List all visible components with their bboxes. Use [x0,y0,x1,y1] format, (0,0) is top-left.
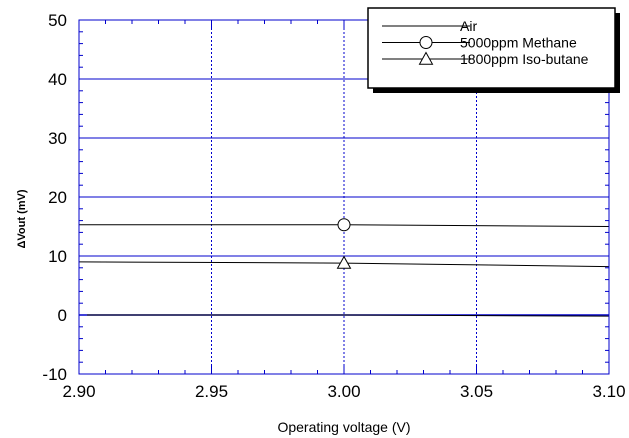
y-tick-label: 50 [48,11,67,30]
legend-label: 1800ppm Iso-butane [460,51,589,67]
triangle-marker [418,51,434,65]
y-tick-label: 10 [48,247,67,266]
series-layer [78,218,610,317]
series-2 [78,255,610,269]
x-tick-label: 3.00 [327,382,360,401]
y-tick-label: 0 [58,306,67,325]
x-tick-label: 2.90 [62,382,95,401]
legend-box [367,7,616,89]
series-0 [79,314,610,317]
y-tick-label: 40 [48,70,67,89]
x-tick-label: 3.10 [592,382,625,401]
x-tick-label: 2.95 [195,382,228,401]
series-line [79,314,610,317]
circle-marker [337,218,351,232]
circle-marker [419,36,433,49]
triangle-marker [336,255,352,269]
legend-label: 5000ppm Methane [460,35,577,51]
y-tick-label: -10 [42,365,67,384]
y-tick-label: 30 [48,129,67,148]
y-tick-label: 20 [48,188,67,207]
series-1 [79,218,610,232]
x-tick-label: 3.05 [460,382,493,401]
legend-label: Air [460,18,477,34]
axes: 2.90 2.95 3.00 3.05 3.10 -10 0 10 20 30 40 50 [42,11,625,401]
x-axis-title: Operating voltage (V) [277,419,410,435]
y-axis-title: ΔVout (mV) [16,189,28,248]
